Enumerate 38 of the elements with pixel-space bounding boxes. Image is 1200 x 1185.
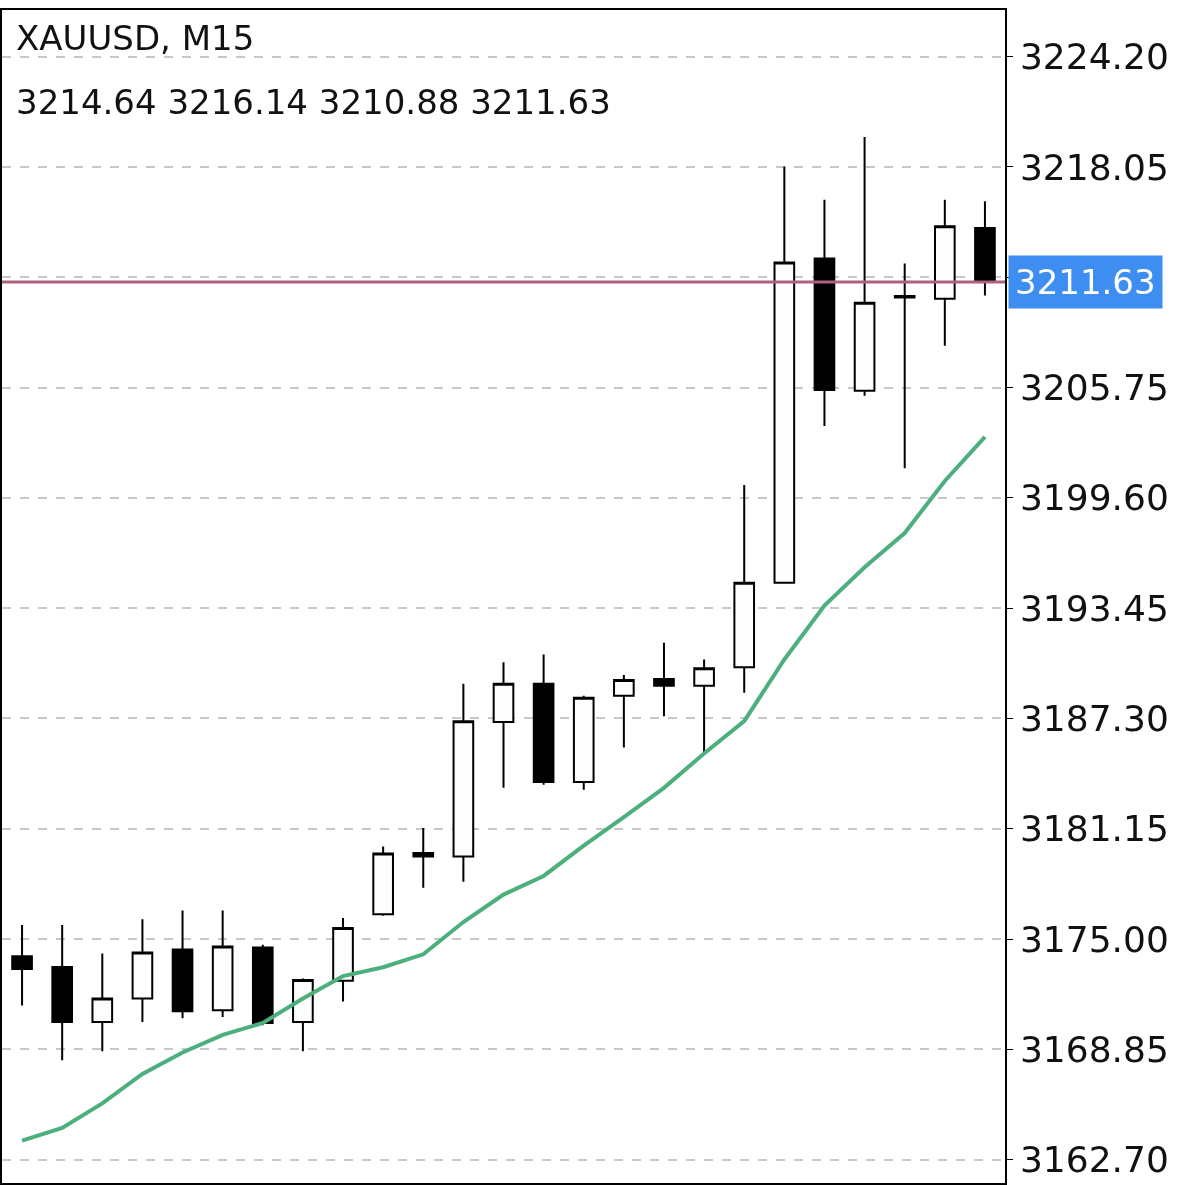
candlestick — [131, 918, 154, 1024]
line-series — [20, 434, 987, 1143]
y-tick-label: 3187.30 — [1019, 698, 1169, 740]
chart-title: XAUUSD, M15 — [16, 18, 255, 58]
y-tick-label: 3181.15 — [1019, 808, 1169, 850]
candlestick — [412, 827, 435, 889]
candlestick — [11, 924, 33, 1007]
y-tick-label: 3224.20 — [1019, 36, 1169, 78]
candlestick — [933, 198, 956, 347]
ref-line-label: 3211.63 — [1015, 262, 1156, 302]
y-tick-label: 3168.85 — [1019, 1028, 1169, 1070]
candlestick — [372, 845, 394, 917]
candlestick — [91, 952, 114, 1053]
candlestick — [492, 661, 515, 789]
candlestick — [171, 909, 194, 1020]
y-tick-label: 3162.70 — [1019, 1139, 1169, 1181]
candlestick — [813, 198, 836, 428]
candlestick — [733, 483, 756, 694]
candlestick — [853, 135, 876, 397]
candlestick — [974, 200, 996, 297]
y-tick-label: 3199.60 — [1019, 477, 1169, 519]
candlestick — [452, 682, 475, 883]
candlestick — [653, 641, 675, 718]
y-tick-label: 3205.75 — [1019, 367, 1169, 409]
y-tick-label: 3193.45 — [1019, 587, 1169, 629]
candlestick — [251, 943, 274, 1025]
candlestick — [572, 694, 595, 791]
candlestick — [332, 917, 354, 1003]
candlestick — [532, 653, 555, 786]
candlestick — [51, 924, 74, 1062]
candlestick — [693, 658, 715, 754]
candlestick — [613, 674, 635, 749]
candlestick — [211, 909, 234, 1019]
text: 3214.64 3216.14 3210.88 3211.63 — [16, 82, 611, 122]
candlestick — [893, 262, 916, 470]
y-tick-label: 3218.05 — [1019, 146, 1169, 188]
y-tick-label: 3175.00 — [1019, 918, 1169, 960]
candlestick — [773, 165, 796, 584]
